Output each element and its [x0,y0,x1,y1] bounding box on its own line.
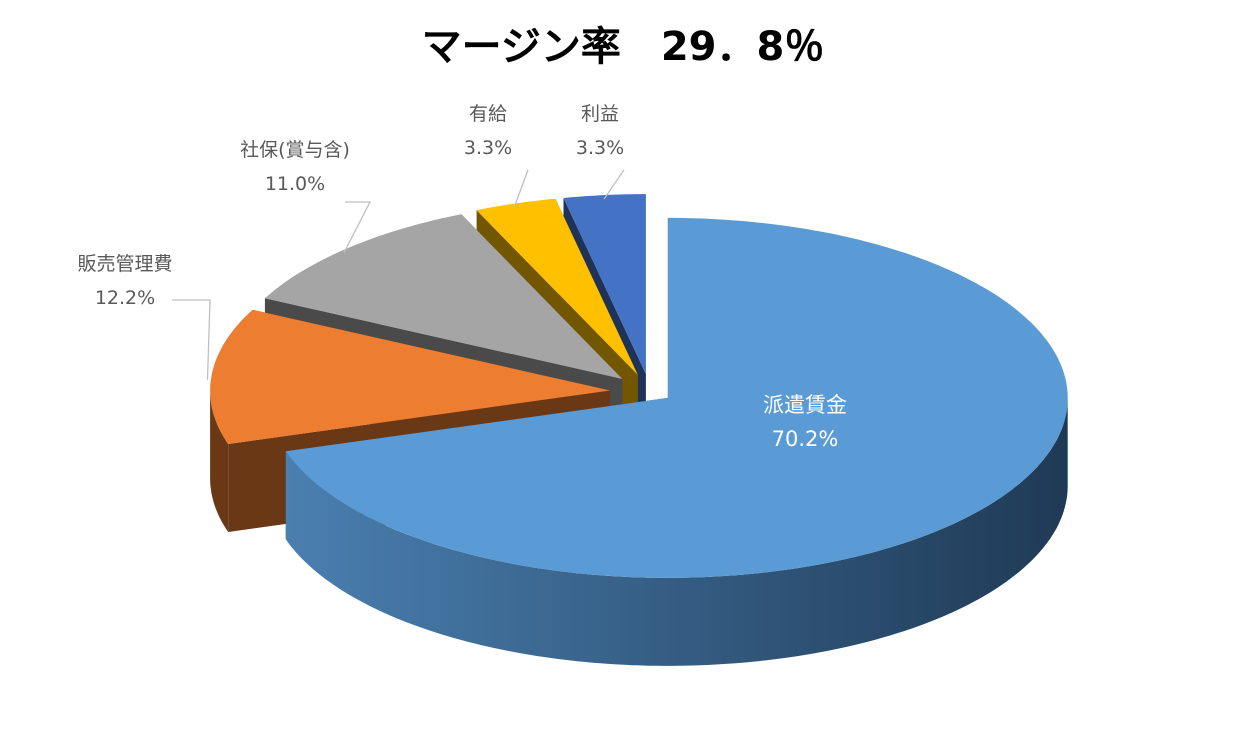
value-label: 3.3% [576,137,624,159]
slice-side [285,397,1068,666]
leader-line [603,169,625,200]
category-label: 社保(賞与含) [240,139,350,161]
category-label: 有給 [469,103,507,125]
value-label: 12.2% [95,287,155,309]
chart-title: マージン率 29．8％ [422,24,825,70]
value-label: 70.2% [772,427,839,451]
labels: 派遣賃金 70.2% 販売管理費 12.2% 社保(賞与含) 11.0% 有給 3.3% 利益 3… [77,103,847,451]
pie [210,194,1068,666]
leader-line [172,299,211,380]
leader-line [343,201,372,253]
category-label: 派遣賃金 [763,393,847,417]
slice [285,217,1068,578]
category-label: 販売管理費 [77,253,172,275]
slice [476,198,638,375]
category-label: 利益 [581,103,619,125]
slice [264,214,623,379]
slice [563,194,646,375]
value-label: 11.0% [265,173,325,195]
leader-line [513,169,529,208]
slice [210,309,611,444]
value-label: 3.3% [464,137,512,159]
slice-side [210,390,229,532]
